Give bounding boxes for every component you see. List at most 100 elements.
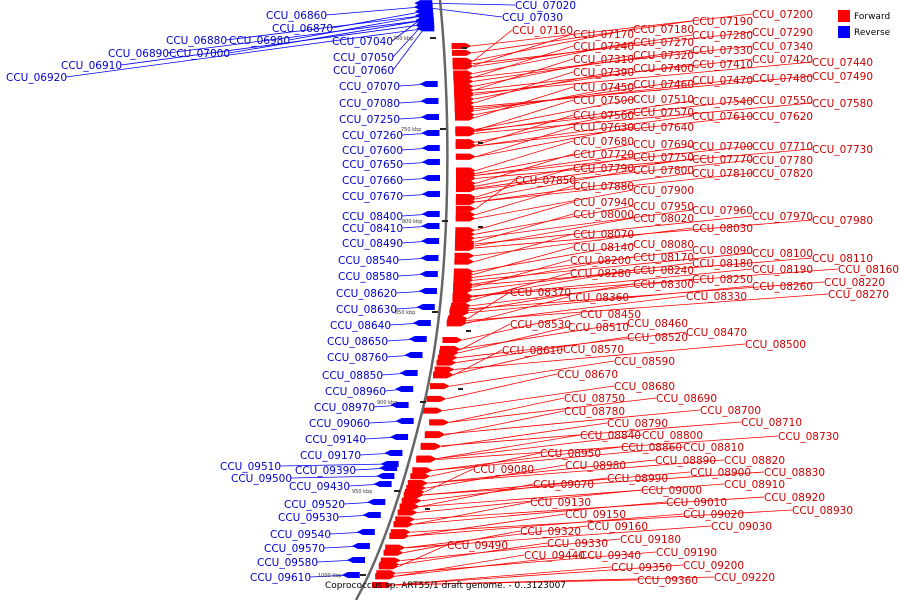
forward-leader-line bbox=[467, 291, 511, 319]
forward-gene-label: CCU_08730 bbox=[778, 431, 839, 443]
forward-gene-arrow bbox=[453, 74, 474, 81]
forward-gene-arrow bbox=[454, 105, 475, 112]
forward-leader-line bbox=[472, 31, 753, 65]
forward-gene-arrow bbox=[404, 488, 425, 495]
forward-leader-line bbox=[474, 217, 634, 247]
forward-gene-label: CCU_08470 bbox=[686, 327, 747, 339]
forward-leader-line bbox=[472, 34, 693, 68]
forward-gene-label: CCU_07940 bbox=[573, 197, 634, 209]
forward-leader-line bbox=[469, 283, 634, 312]
forward-gene-label: CCU_07900 bbox=[633, 185, 694, 197]
reverse-gene-label: CCU_09530 bbox=[278, 512, 339, 524]
reverse-gene-label: CCU_07070 bbox=[339, 81, 400, 93]
reverse-gene-label: CCU_08490 bbox=[342, 238, 403, 250]
forward-gene-label: CCU_09180 bbox=[620, 534, 681, 546]
forward-gene-label: CCU_07570 bbox=[633, 107, 694, 119]
forward-leader-line bbox=[475, 102, 813, 134]
reverse-gene-label: CCU_08960 bbox=[325, 386, 386, 398]
forward-gene-label: CCU_07190 bbox=[692, 16, 753, 28]
forward-gene-label: CCU_07500 bbox=[573, 95, 634, 107]
forward-leader-line bbox=[427, 459, 656, 484]
forward-leader-line bbox=[475, 205, 634, 235]
forward-leader-line bbox=[475, 148, 813, 179]
forward-gene-arrow bbox=[407, 480, 428, 487]
forward-gene-label: CCU_08070 bbox=[573, 229, 634, 241]
forward-leader-line bbox=[469, 285, 753, 313]
forward-gene-label: CCU_09440 bbox=[524, 550, 585, 562]
forward-gene-label: CCU_09200 bbox=[683, 560, 744, 572]
forward-gene-label: CCU_08360 bbox=[568, 292, 629, 304]
forward-gene-label: CCU_08900 bbox=[690, 467, 751, 479]
forward-gene-arrow bbox=[380, 557, 401, 564]
forward-gene-label: CCU_07330 bbox=[692, 45, 753, 57]
forward-gene-label: CCU_08510 bbox=[568, 322, 629, 334]
forward-gene-label: CCU_08750 bbox=[564, 393, 625, 405]
reverse-leader-line bbox=[167, 19, 426, 54]
forward-gene-label: CCU_09070 bbox=[533, 479, 594, 491]
forward-leader-line bbox=[395, 554, 525, 577]
forward-leader-line bbox=[472, 29, 513, 63]
forward-gene-label: CCU_07390 bbox=[573, 67, 634, 79]
forward-leader-line bbox=[454, 343, 746, 370]
forward-gene-arrow bbox=[454, 90, 475, 97]
forward-gene-label: CCU_08570 bbox=[563, 344, 624, 356]
forward-gene-label: CCU_08140 bbox=[573, 242, 634, 254]
forward-leader-line bbox=[474, 86, 574, 118]
forward-gene-label: CCU_07810 bbox=[692, 168, 753, 180]
forward-leader-line bbox=[449, 397, 565, 423]
forward-gene-arrow bbox=[393, 521, 414, 528]
forward-gene-label: CCU_07340 bbox=[752, 41, 813, 53]
forward-gene-label: CCU_07240 bbox=[573, 41, 634, 53]
forward-gene-label: CCU_08200 bbox=[570, 255, 631, 267]
forward-leader-line bbox=[424, 468, 474, 493]
forward-gene-label: CCU_08680 bbox=[614, 381, 675, 393]
tick-800: 800 kbp bbox=[402, 219, 422, 225]
legend: Forward Reverse bbox=[838, 10, 891, 38]
forward-leader-line bbox=[432, 446, 684, 471]
forward-gene-label: CCU_08990 bbox=[607, 473, 668, 485]
reverse-gene-label: CCU_06860 bbox=[266, 10, 327, 22]
reverse-leader-line bbox=[290, 475, 387, 479]
reverse-gene-arrow bbox=[367, 499, 386, 505]
forward-leader-line bbox=[473, 252, 753, 281]
forward-gene-label: CCU_07460 bbox=[633, 79, 694, 91]
forward-gene-label: CCU_07720 bbox=[573, 149, 634, 161]
forward-gene-label: CCU_07970 bbox=[752, 211, 813, 223]
reverse-gene-label: CCU_09430 bbox=[289, 481, 350, 493]
reverse-gene-arrow bbox=[399, 370, 418, 376]
forward-leader-line bbox=[472, 262, 693, 291]
reverse-gene-label: CCU_08760 bbox=[327, 352, 388, 364]
forward-gene-label: CCU_07770 bbox=[692, 154, 753, 166]
reverse-gene-label: CCU_09510 bbox=[220, 461, 281, 473]
forward-gene-label: CCU_07630 bbox=[573, 122, 634, 134]
forward-gene-label: CCU_09490 bbox=[447, 540, 508, 552]
forward-leader-line bbox=[410, 509, 793, 533]
forward-gene-label: CCU_08160 bbox=[838, 264, 899, 276]
reverse-gene-label: CCU_09520 bbox=[284, 499, 345, 511]
forward-gene-arrow bbox=[437, 354, 458, 361]
forward-gene-arrow bbox=[446, 320, 467, 327]
forward-gene-label: CCU_09340 bbox=[580, 550, 641, 562]
gene-arrows bbox=[341, 0, 476, 588]
forward-gene-label: CCU_07180 bbox=[633, 24, 694, 36]
reverse-gene-arrow bbox=[416, 22, 435, 29]
forward-leader-line bbox=[475, 114, 574, 146]
forward-leader-line bbox=[440, 422, 608, 448]
reverse-gene-label: CCU_07000 bbox=[169, 48, 230, 60]
forward-leader-line bbox=[473, 259, 571, 288]
forward-leader-line bbox=[413, 501, 531, 525]
genome-backbone bbox=[354, 0, 449, 600]
forward-gene-label: CCU_08180 bbox=[692, 258, 753, 270]
forward-gene-label: CCU_07510 bbox=[633, 94, 694, 106]
forward-gene-label: CCU_07410 bbox=[692, 59, 753, 71]
reverse-gene-arrow bbox=[408, 336, 427, 342]
reverse-gene-arrow bbox=[419, 271, 438, 277]
reverse-gene-arrow bbox=[421, 238, 440, 244]
forward-gene-arrow bbox=[455, 143, 476, 149]
forward-gene-label: CCU_08330 bbox=[686, 291, 747, 303]
forward-leader-line bbox=[419, 483, 725, 508]
forward-leader-line bbox=[426, 464, 566, 489]
forward-leader-line bbox=[472, 33, 574, 67]
forward-leader-line bbox=[417, 489, 642, 513]
